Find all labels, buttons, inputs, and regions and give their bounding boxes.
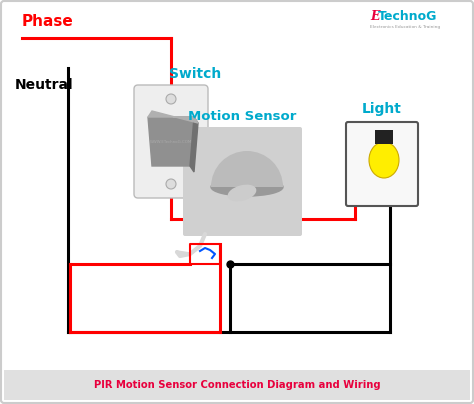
FancyBboxPatch shape [375, 130, 393, 144]
Ellipse shape [211, 178, 283, 196]
Text: Phase: Phase [22, 15, 74, 29]
Text: Electronics Education & Training: Electronics Education & Training [370, 25, 440, 29]
Ellipse shape [369, 142, 399, 178]
Circle shape [166, 94, 176, 104]
Text: Switch: Switch [169, 67, 221, 81]
FancyBboxPatch shape [134, 85, 208, 198]
FancyBboxPatch shape [346, 122, 418, 206]
Ellipse shape [228, 185, 255, 201]
Text: Light: Light [362, 102, 402, 116]
Text: WWW.ETechnoG.COM: WWW.ETechnoG.COM [150, 140, 192, 144]
FancyBboxPatch shape [4, 370, 470, 400]
Polygon shape [190, 117, 198, 172]
Wedge shape [211, 151, 283, 187]
Polygon shape [148, 117, 194, 166]
Text: PIR Motion Sensor Connection Diagram and Wiring: PIR Motion Sensor Connection Diagram and… [94, 380, 380, 390]
Text: E: E [370, 10, 380, 23]
Polygon shape [148, 111, 198, 123]
Text: Neutral: Neutral [15, 78, 73, 92]
Text: TechnoG: TechnoG [378, 10, 438, 23]
Text: Motion Sensor: Motion Sensor [188, 111, 296, 124]
Circle shape [166, 179, 176, 189]
FancyBboxPatch shape [183, 127, 302, 236]
